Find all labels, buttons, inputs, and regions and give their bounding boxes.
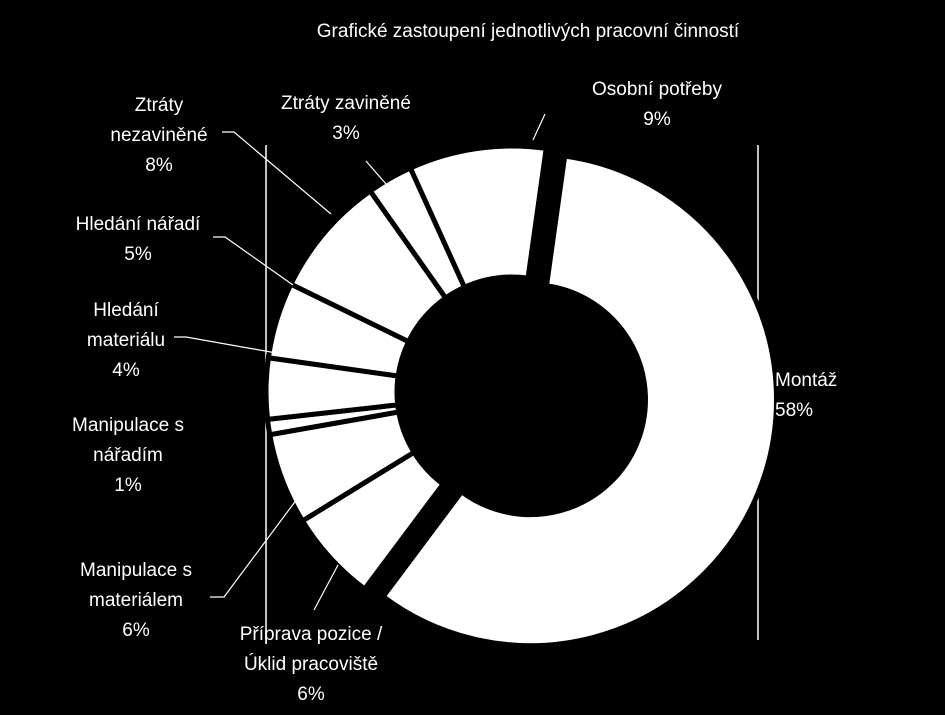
slice-label-4: Manipulace s nářadím 1% (72, 415, 184, 496)
slice-label-line: 3% (332, 123, 360, 144)
slice-label-line: 8% (145, 155, 173, 176)
slice-9 (407, 143, 550, 291)
leader-lines-group (174, 113, 546, 611)
slice-label-line: materiálem (89, 590, 183, 611)
leader-line-7 (222, 131, 332, 215)
leader-line-6 (213, 236, 294, 286)
slice-label-3: Manipulace s materiálem 6% (80, 560, 192, 641)
slice-label-line: Příprava pozice / (240, 624, 383, 645)
slice-label-line: 9% (643, 109, 671, 130)
leader-line-3 (210, 494, 301, 598)
slice-label-line: Osobní potřeby (592, 79, 722, 100)
leader-line-5 (174, 336, 283, 355)
slice-label-6: Hledání nářadí 5% (76, 214, 201, 265)
slice-label-line: 58% (775, 400, 813, 421)
chart-title: Grafické zastoupení jednotlivých pracovn… (317, 21, 740, 42)
slice-label-9: Osobní potřeby 9% (592, 79, 722, 130)
slice-label-5: Hledání materiálu 4% (87, 300, 165, 381)
slice-label-7: Ztráty nezaviněné 8% (110, 95, 207, 176)
slice-1 (379, 153, 779, 649)
slices-group (263, 143, 779, 649)
slice-label-line: nezaviněné (110, 125, 207, 146)
slice-label-line: Montáž (775, 370, 837, 391)
slice-label-1: Montáž 58% (775, 370, 837, 421)
slice-label-line: 6% (122, 620, 150, 641)
slice-label-line: Úklid pracoviště (244, 653, 378, 675)
slice-label-8: Ztráty zaviněné 3% (281, 93, 411, 144)
slice-label-2: Příprava pozice / Úklid pracoviště 6% (240, 624, 383, 705)
slice-label-line: 1% (114, 475, 142, 496)
slice-label-line: nářadím (93, 445, 163, 466)
slice-label-line: materiálu (87, 330, 165, 351)
slice-label-line: 5% (124, 244, 152, 265)
slice-label-line: Ztráty (135, 95, 184, 116)
slice-label-line: 6% (297, 684, 325, 705)
labels-group: Montáž 58% Příprava pozice / Úklid pracoviš… (72, 79, 837, 705)
slice-label-line: Hledání (93, 300, 159, 321)
slice-label-line: Ztráty zaviněné (281, 93, 411, 114)
leader-line-9 (532, 113, 546, 141)
slice-label-line: Manipulace s (80, 560, 192, 581)
leader-line-2 (313, 564, 339, 611)
slice-label-line: Manipulace s (72, 415, 184, 436)
slice-label-line: Hledání nářadí (76, 214, 201, 235)
slice-label-line: 4% (112, 360, 140, 381)
leader-line-8 (365, 160, 387, 185)
